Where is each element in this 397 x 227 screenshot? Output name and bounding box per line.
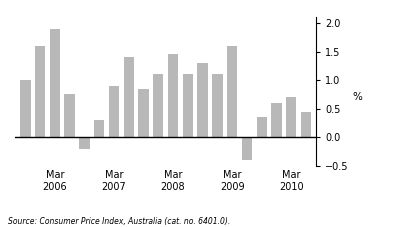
Bar (168, 54, 178, 137)
Bar (183, 74, 193, 137)
Bar (212, 74, 223, 137)
Bar (94, 120, 104, 137)
Bar (79, 137, 90, 149)
Bar (286, 97, 297, 137)
Bar (35, 46, 45, 137)
Bar (138, 89, 149, 137)
Bar (242, 137, 252, 160)
Bar (153, 74, 164, 137)
Bar (64, 94, 75, 137)
Y-axis label: %: % (352, 91, 362, 101)
Bar (227, 46, 237, 137)
Bar (20, 80, 31, 137)
Bar (109, 86, 119, 137)
Bar (50, 29, 60, 137)
Bar (123, 57, 134, 137)
Bar (271, 103, 281, 137)
Bar (256, 117, 267, 137)
Bar (301, 111, 311, 137)
Bar (197, 63, 208, 137)
Text: Source: Consumer Price Index, Australia (cat. no. 6401.0).: Source: Consumer Price Index, Australia … (8, 217, 230, 226)
